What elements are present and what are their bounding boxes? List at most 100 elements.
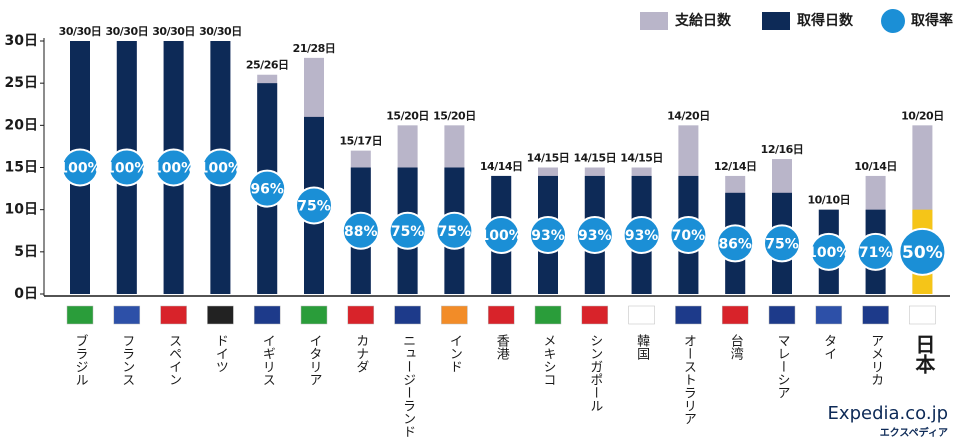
x-tick-label: イタリア	[307, 334, 322, 386]
rate-label: 100%	[152, 161, 195, 177]
bar-label: 15/20日	[433, 109, 476, 122]
y-tick-label: 25日	[5, 75, 38, 91]
rate-circle	[341, 211, 380, 250]
source-subtitle: エクスペディア	[880, 426, 948, 439]
x-tick-label: ブラジル	[73, 333, 88, 386]
x-tick-label: マレーシア	[775, 334, 790, 399]
flag	[534, 305, 562, 325]
y-tick-label: 0日	[14, 286, 38, 302]
rate-label: 93%	[578, 228, 612, 244]
x-tick-label: シンガポール	[587, 334, 602, 412]
x-tick-label: ドイツ	[213, 334, 228, 373]
rate-circle	[763, 224, 801, 263]
flag	[253, 305, 281, 325]
flag	[675, 305, 702, 325]
x-tick-label: タイ	[821, 334, 836, 360]
x-tick-label: 香港	[494, 334, 510, 360]
x-tick-label: インド	[447, 334, 462, 373]
bar-label: 14/20日	[667, 109, 710, 122]
rate-circle	[856, 232, 895, 271]
bar-label: 25/26日	[246, 59, 289, 72]
rate-label: 75%	[765, 236, 799, 252]
x-tick-label: 台湾	[728, 334, 744, 360]
x-tick-label: 韓国	[634, 334, 650, 360]
rate-circle	[61, 148, 99, 187]
rate-label: 100%	[105, 161, 148, 177]
bar-label: 12/14日	[714, 160, 757, 173]
rate-circle	[622, 215, 661, 254]
x-tick-label: 日本	[912, 334, 936, 374]
bar-label: 21/28日	[293, 42, 336, 55]
flag	[487, 305, 515, 325]
x-tick-label: フランス	[119, 334, 134, 386]
bar-label: 14/15日	[527, 152, 570, 165]
y-tick-label: 30日	[5, 33, 38, 49]
rate-circle	[482, 215, 521, 254]
legend-swatch	[762, 12, 790, 30]
legend-label: 取得日数	[797, 12, 854, 29]
bar-label: 30/30日	[152, 25, 195, 38]
bar-label: 14/14日	[480, 160, 523, 173]
bar-label: 30/30日	[105, 25, 148, 38]
bar-label: 30/30日	[59, 25, 102, 38]
x-tick-label: メキシコ	[541, 334, 556, 386]
x-tick-label: アメリカ	[868, 334, 883, 386]
source-name: Expedia.co.jp	[828, 403, 948, 424]
rate-label: 86%	[718, 236, 752, 252]
flag	[815, 305, 843, 325]
flag	[66, 305, 94, 325]
x-tick-label: ニュージーランド	[400, 334, 415, 438]
y-tick-label: 10日	[5, 202, 38, 218]
bar-label: 10/14日	[854, 160, 897, 173]
flag	[441, 305, 468, 325]
rate-circle	[388, 211, 427, 250]
rate-label: 70%	[672, 228, 706, 244]
rate-circle	[295, 186, 333, 225]
rate-label: 75%	[297, 198, 331, 214]
rate-circle	[898, 227, 947, 276]
bar-label: 14/15日	[573, 152, 616, 165]
flag	[581, 305, 609, 325]
flag	[768, 305, 796, 325]
flag	[909, 305, 936, 325]
rate-label: 88%	[344, 224, 378, 240]
x-tick-label: カナダ	[353, 334, 368, 373]
legend-swatch	[881, 9, 905, 33]
rate-circle	[809, 232, 848, 271]
rate-label: 71%	[859, 245, 893, 261]
bar-label: 15/20日	[386, 109, 429, 122]
y-tick-label: 5日	[14, 244, 38, 260]
flag	[347, 305, 375, 325]
y-tick-label: 20日	[5, 117, 38, 133]
flag	[300, 305, 328, 325]
bar-label: 12/16日	[761, 143, 804, 156]
rate-label: 100%	[58, 161, 101, 177]
rate-circle	[248, 169, 287, 208]
legend-label: 取得率	[911, 12, 953, 29]
legend-label: 支給日数	[674, 12, 732, 29]
flag	[113, 305, 141, 325]
flag	[394, 305, 421, 325]
rate-circle	[201, 148, 240, 187]
rate-label: 100%	[199, 161, 242, 177]
flag	[721, 305, 749, 325]
rate-label: 93%	[531, 228, 565, 244]
x-tick-label: スペイン	[166, 334, 182, 386]
rate-circle	[669, 215, 708, 254]
rate-label: 100%	[480, 228, 523, 244]
x-tick-label: イギリス	[260, 334, 275, 386]
bar-label: 10/20日	[901, 109, 944, 122]
flag	[862, 305, 889, 325]
rate-label: 50%	[902, 243, 943, 263]
legend-swatch	[640, 12, 668, 30]
y-tick-label: 15日	[5, 160, 38, 176]
rate-circle	[529, 215, 567, 254]
rate-label: 96%	[250, 182, 284, 198]
bar-label: 14/15日	[620, 152, 663, 165]
flag	[628, 305, 655, 325]
rate-circle	[716, 224, 755, 263]
rate-circle	[154, 148, 193, 187]
rate-circle	[435, 211, 474, 250]
bar-label: 10/10日	[807, 194, 850, 207]
